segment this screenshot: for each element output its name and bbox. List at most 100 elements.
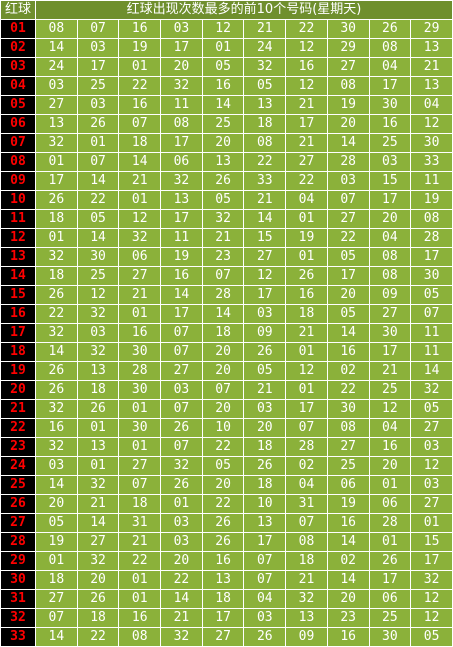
row-ball-number: 13	[1, 248, 35, 266]
value-cell: 16	[327, 343, 369, 361]
value-cell: 20	[244, 419, 286, 437]
value-cell: 32	[77, 343, 119, 361]
table-row: 06 13 26 07 08 25 18 17 20 16 12	[1, 115, 452, 133]
value-cell: 14	[119, 153, 161, 171]
value-cell: 06	[119, 248, 161, 266]
value-cell: 28	[286, 438, 327, 456]
row-ball-number: 15	[1, 286, 35, 304]
value-cell: 18	[36, 210, 77, 228]
value-cell: 21	[244, 191, 286, 209]
value-cell: 21	[244, 20, 286, 38]
value-cell: 14	[161, 286, 202, 304]
value-cell: 26	[286, 267, 327, 285]
value-cell: 07	[77, 153, 119, 171]
value-cell: 14	[161, 590, 202, 608]
value-cell: 26	[36, 362, 77, 380]
value-cell: 32	[36, 248, 77, 266]
table-row: 29 01 32 22 20 16 07 18 02 26 17	[1, 552, 452, 570]
value-cell: 28	[369, 514, 411, 532]
value-cell: 12	[411, 457, 452, 475]
value-cell: 26	[369, 552, 411, 570]
table-row: 05 27 03 16 11 14 13 21 19 30 04	[1, 96, 452, 114]
value-cell: 01	[77, 134, 119, 152]
value-cell: 13	[36, 115, 77, 133]
value-cell: 32	[202, 210, 244, 228]
value-cell: 17	[411, 248, 452, 266]
value-cell: 16	[369, 438, 411, 456]
value-cell: 27	[36, 590, 77, 608]
table-row: 31 27 26 01 14 18 04 32 20 06 12	[1, 590, 452, 608]
value-cell: 26	[244, 628, 286, 646]
row-ball-number: 24	[1, 457, 35, 475]
value-cell: 12	[286, 77, 327, 95]
value-cell: 14	[36, 39, 77, 57]
value-cell: 03	[244, 305, 286, 323]
value-cell: 03	[327, 172, 369, 190]
value-cell: 03	[411, 476, 452, 494]
value-cell: 07	[77, 20, 119, 38]
row-ball-number: 18	[1, 343, 35, 361]
value-cell: 13	[411, 77, 452, 95]
value-cell: 07	[161, 400, 202, 418]
value-cell: 12	[411, 609, 452, 627]
value-cell: 12	[369, 400, 411, 418]
row-ball-number: 27	[1, 514, 35, 532]
value-cell: 29	[411, 20, 452, 38]
value-cell: 22	[202, 438, 244, 456]
value-cell: 26	[202, 172, 244, 190]
value-cell: 32	[161, 628, 202, 646]
value-cell: 26	[244, 343, 286, 361]
value-cell: 08	[369, 267, 411, 285]
value-cell: 11	[161, 229, 202, 247]
value-cell: 05	[202, 191, 244, 209]
table-row: 24 03 01 27 32 05 26 02 25 20 12	[1, 457, 452, 475]
value-cell: 14	[77, 172, 119, 190]
table-row: 21 32 26 01 07 20 03 17 30 12 05	[1, 400, 452, 418]
value-cell: 22	[202, 495, 244, 513]
value-cell: 30	[411, 267, 452, 285]
value-cell: 13	[411, 39, 452, 57]
value-cell: 17	[161, 210, 202, 228]
value-cell: 17	[161, 134, 202, 152]
value-cell: 20	[161, 58, 202, 76]
value-cell: 01	[161, 495, 202, 513]
value-cell: 19	[327, 96, 369, 114]
value-cell: 11	[411, 324, 452, 342]
value-cell: 22	[327, 229, 369, 247]
row-ball-number: 03	[1, 58, 35, 76]
value-cell: 16	[202, 77, 244, 95]
value-cell: 01	[77, 419, 119, 437]
value-cell: 12	[286, 39, 327, 57]
value-cell: 26	[161, 476, 202, 494]
value-cell: 03	[77, 39, 119, 57]
value-cell: 01	[286, 381, 327, 399]
value-cell: 27	[36, 96, 77, 114]
table-row: 28 19 27 21 03 26 17 08 14 01 15	[1, 533, 452, 551]
value-cell: 03	[161, 381, 202, 399]
value-cell: 21	[244, 381, 286, 399]
value-cell: 19	[161, 248, 202, 266]
table-row: 03 24 17 01 20 05 32 16 27 04 21	[1, 58, 452, 76]
value-cell: 21	[411, 58, 452, 76]
row-ball-number: 10	[1, 191, 35, 209]
row-ball-number: 05	[1, 96, 35, 114]
value-cell: 18	[244, 476, 286, 494]
value-cell: 16	[286, 286, 327, 304]
value-cell: 05	[244, 362, 286, 380]
value-cell: 27	[161, 362, 202, 380]
value-cell: 17	[369, 571, 411, 589]
value-cell: 26	[36, 191, 77, 209]
value-cell: 30	[119, 419, 161, 437]
value-cell: 13	[244, 96, 286, 114]
value-cell: 12	[202, 20, 244, 38]
value-cell: 12	[411, 590, 452, 608]
value-cell: 23	[327, 609, 369, 627]
value-cell: 12	[286, 362, 327, 380]
row-ball-number: 29	[1, 552, 35, 570]
table-row: 32 07 18 16 21 17 03 13 23 25 12	[1, 609, 452, 627]
value-cell: 27	[369, 305, 411, 323]
value-cell: 22	[119, 77, 161, 95]
value-cell: 15	[411, 533, 452, 551]
value-cell: 17	[327, 267, 369, 285]
